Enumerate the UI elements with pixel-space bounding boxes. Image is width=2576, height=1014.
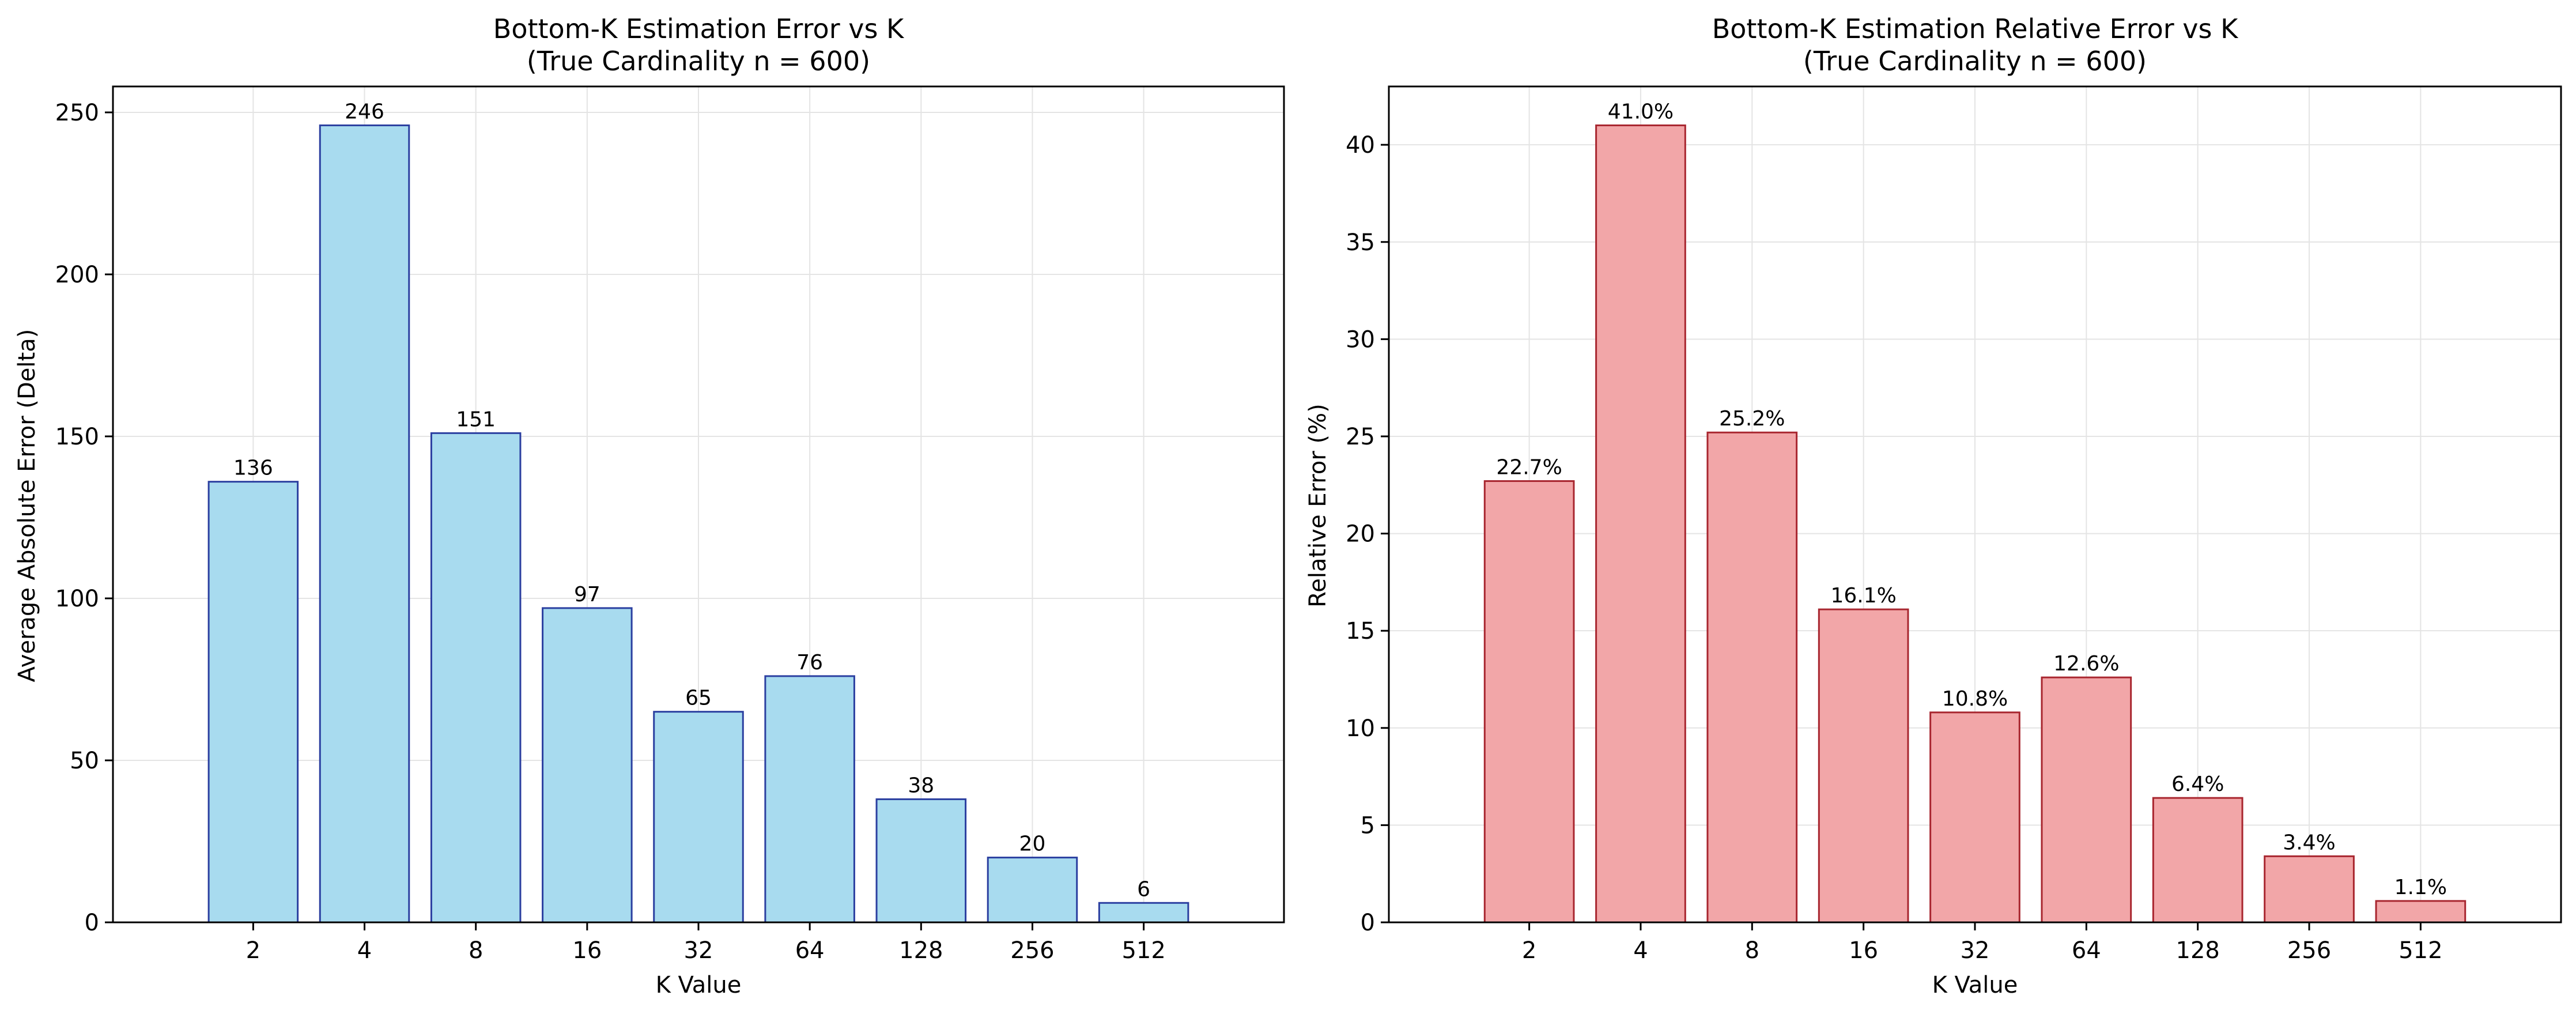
chart-title: Bottom-K Estimation Relative Error vs K [1712,13,2239,44]
bar-128 [2152,797,2243,923]
data-label-64: 76 [796,651,823,674]
data-label-2: 22.7% [1496,456,1562,480]
bar-4 [319,124,410,923]
bars: 136 246 151 97 65 76 38 20 6 [207,100,1189,923]
data-label-32: 65 [685,687,712,710]
data-label-16: 97 [574,583,600,606]
bar-32 [653,711,744,923]
x-tick-label: 16 [1849,937,1878,964]
x-tick-label: 2 [246,937,260,964]
data-label-256: 20 [1019,832,1046,856]
bar-256 [987,857,1078,923]
y-tick-label: 250 [55,100,99,126]
data-label-4: 41.0% [1608,100,1674,123]
data-label-256: 3.4% [2283,831,2335,854]
data-label-32: 10.8% [1942,687,2008,711]
y-tick-label: 30 [1346,326,1375,353]
bar-512 [2375,900,2467,923]
data-label-4: 246 [345,100,384,123]
bar-8 [1706,431,1798,923]
y-tick-label: 35 [1346,229,1375,256]
data-label-64: 12.6% [2053,652,2119,676]
data-label-8: 151 [456,408,496,431]
grid [113,86,1284,923]
y-tick-label: 0 [1361,910,1375,936]
bar-2 [1483,480,1575,923]
data-label-512: 6 [1137,877,1150,901]
x-tick-label: 32 [684,937,713,964]
x-tick-label: 8 [1745,937,1759,964]
y-tick-label: 10 [1346,715,1375,742]
y-tick-label: 20 [1346,521,1375,548]
x-tick-label: 256 [2287,937,2331,964]
y-tick-label: 200 [55,262,99,288]
x-axis-label: K Value [656,972,742,998]
bar-32 [1929,711,2020,923]
x-tick-label: 256 [1010,937,1054,964]
x-tick-label: 8 [469,937,483,964]
y-tick-label: 50 [70,748,99,774]
data-label-128: 6.4% [2171,772,2224,796]
bar-2 [207,481,299,923]
chart-absolute-error: Bottom-K Estimation Error vs K (True Car… [14,13,1285,998]
y-tick-label: 5 [1361,812,1375,839]
bar-8 [430,432,522,923]
bar-16 [1818,608,1909,923]
y-axis-label: Average Absolute Error (Delta) [14,329,40,683]
x-tick-label: 4 [357,937,372,964]
x-tick-label: 512 [2399,937,2442,964]
bar-64 [764,675,855,923]
x-tick-label: 64 [795,937,825,964]
bar-128 [875,798,967,923]
x-tick-label: 128 [899,937,943,964]
bar-64 [2041,676,2132,923]
data-label-2: 136 [233,457,273,480]
data-label-128: 38 [908,774,934,797]
y-tick-label: 150 [55,424,99,450]
x-axis-label: K Value [1932,972,2018,998]
x-tick-label: 128 [2176,937,2220,964]
x-tick-label: 512 [1121,937,1165,964]
data-label-512: 1.1% [2394,876,2447,899]
bar-4 [1595,124,1686,923]
y-tick-label: 15 [1346,618,1375,644]
bar-16 [542,607,633,923]
bar-256 [2264,855,2355,923]
y-axis-label: Relative Error (%) [1305,404,1331,607]
chart-subtitle: (True Cardinality n = 600) [1803,46,2147,77]
axes: 0 50 100 150 200 250 2 4 8 16 32 64 128 256 512 [55,100,1166,964]
x-tick-label: 64 [2072,937,2101,964]
x-tick-label: 16 [572,937,602,964]
data-label-16: 16.1% [1830,584,1896,608]
x-tick-label: 32 [1961,937,1990,964]
y-tick-label: 40 [1346,132,1375,159]
y-tick-label: 100 [55,586,99,612]
y-tick-label: 25 [1346,424,1375,450]
chart-title: Bottom-K Estimation Error vs K [493,13,905,44]
x-tick-label: 2 [1522,937,1536,964]
chart-relative-error: Bottom-K Estimation Relative Error vs K … [1305,13,2562,998]
bar-512 [1098,902,1189,923]
chart-subtitle: (True Cardinality n = 600) [527,46,870,77]
x-tick-label: 4 [1633,937,1648,964]
y-tick-label: 0 [85,910,99,936]
data-label-8: 25.2% [1719,407,1785,431]
